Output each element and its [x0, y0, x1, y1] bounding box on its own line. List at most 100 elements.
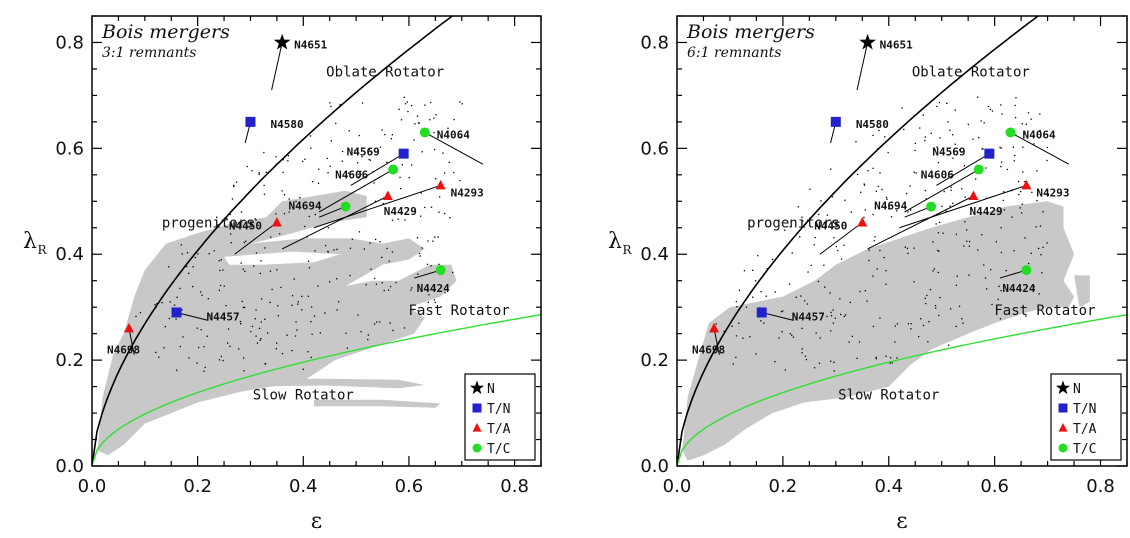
galaxy-label: N4450 [229, 219, 262, 232]
progenitor-dot [896, 323, 899, 325]
progenitor-dot [280, 286, 282, 289]
progenitor-dot [181, 309, 183, 311]
progenitor-dot [326, 157, 328, 160]
progenitor-dot [260, 338, 262, 340]
progenitor-dot [230, 233, 232, 235]
progenitor-dot [297, 301, 299, 303]
progenitor-dot [820, 200, 822, 202]
galaxy-marker [1005, 127, 1016, 138]
progenitor-dots [135, 96, 463, 372]
progenitor-dot [242, 306, 245, 309]
leader-line [176, 311, 209, 321]
progenitor-dot [1018, 193, 1020, 196]
fast-rotator-annotation: Fast Rotator [994, 303, 1095, 319]
fast-slow-divide-curve [677, 314, 1127, 466]
progenitor-dot [813, 367, 816, 369]
progenitor-dot [924, 136, 926, 138]
progenitor-dot [885, 270, 887, 272]
legend-marker [472, 443, 482, 453]
progenitor-dot [848, 341, 850, 343]
progenitor-dot [789, 226, 791, 228]
progenitor-dot [1046, 146, 1049, 149]
progenitor-dot [1038, 247, 1040, 250]
y-tick-label: 0.6 [640, 138, 669, 159]
progenitor-dot [1022, 146, 1024, 148]
progenitor-dot [223, 313, 225, 315]
progenitor-dot [840, 313, 842, 316]
progenitor-dot [254, 318, 256, 320]
progenitor-dot [373, 323, 376, 325]
progenitor-dot [896, 357, 898, 359]
progenitor-dot [442, 152, 444, 154]
progenitor-dot [1022, 171, 1024, 173]
progenitors-annotation: progenitors [747, 215, 840, 231]
progenitor-dot [1024, 180, 1026, 183]
progenitor-dot [218, 260, 220, 262]
progenitor-dot [288, 211, 290, 213]
progenitor-dot [282, 159, 284, 161]
progenitor-dot [168, 317, 171, 320]
progenitor-dot [950, 189, 952, 191]
progenitor-dot [376, 321, 378, 323]
progenitor-dot [832, 322, 834, 324]
galaxy-label: N4457 [207, 310, 240, 323]
leader-line [234, 222, 278, 255]
progenitor-dot [255, 335, 257, 337]
progenitor-dot [731, 325, 733, 327]
progenitor-dot [293, 278, 295, 280]
progenitor-dot [311, 333, 313, 335]
progenitor-dot [792, 336, 795, 338]
progenitor-dot [926, 294, 928, 297]
progenitor-dot [983, 264, 985, 266]
progenitor-dot [370, 268, 372, 270]
progenitor-dot [156, 303, 158, 305]
galaxy-marker [968, 190, 979, 200]
progenitor-dot [962, 322, 964, 324]
progenitor-dot [810, 264, 812, 267]
progenitor-dot [830, 360, 832, 362]
progenitor-dot [843, 315, 845, 318]
progenitor-dot [264, 318, 266, 320]
progenitor-dot [755, 353, 757, 355]
progenitor-dot [1040, 254, 1042, 256]
galaxy-marker [830, 116, 841, 127]
progenitor-dot [745, 306, 748, 308]
progenitor-dot [1030, 252, 1032, 254]
progenitor-dot [843, 244, 845, 246]
progenitor-dot [398, 108, 400, 110]
progenitor-dot [259, 272, 261, 275]
panel-subtitle: 3:1 remnants [102, 45, 196, 61]
progenitor-dot [955, 284, 957, 286]
galaxy-marker [859, 33, 876, 50]
progenitor-dot [849, 301, 851, 304]
progenitor-dot [1021, 203, 1023, 205]
progenitor-dot [381, 256, 383, 259]
progenitor-dot [1036, 170, 1038, 172]
progenitor-dot [299, 197, 301, 199]
legend-entry: T/A [1073, 422, 1097, 437]
galaxy-label: N4694 [874, 200, 907, 213]
progenitor-dot [295, 321, 297, 323]
progenitor-dot [155, 351, 157, 354]
progenitor-dot [255, 309, 257, 311]
progenitor-dot [966, 229, 968, 231]
progenitor-dot [955, 325, 957, 328]
progenitor-dot [218, 359, 221, 361]
progenitor-dot [819, 337, 821, 339]
progenitor-dot [823, 264, 825, 266]
progenitor-dot [242, 268, 244, 270]
progenitor-dot [927, 341, 929, 343]
progenitor-dot [418, 122, 420, 124]
progenitor-dot [885, 196, 888, 199]
progenitor-dot [1020, 190, 1022, 193]
remnant-region [313, 399, 441, 408]
galaxy-label: N4569 [932, 146, 965, 159]
panel-title: Bois mergers [101, 21, 230, 43]
progenitor-dot [1021, 212, 1023, 214]
progenitor-dot [782, 310, 784, 312]
progenitor-dot [341, 160, 343, 162]
progenitor-dot [952, 134, 954, 136]
progenitor-dot [990, 269, 992, 271]
galaxy-label: N4651 [294, 38, 327, 51]
progenitor-dot [225, 305, 227, 307]
